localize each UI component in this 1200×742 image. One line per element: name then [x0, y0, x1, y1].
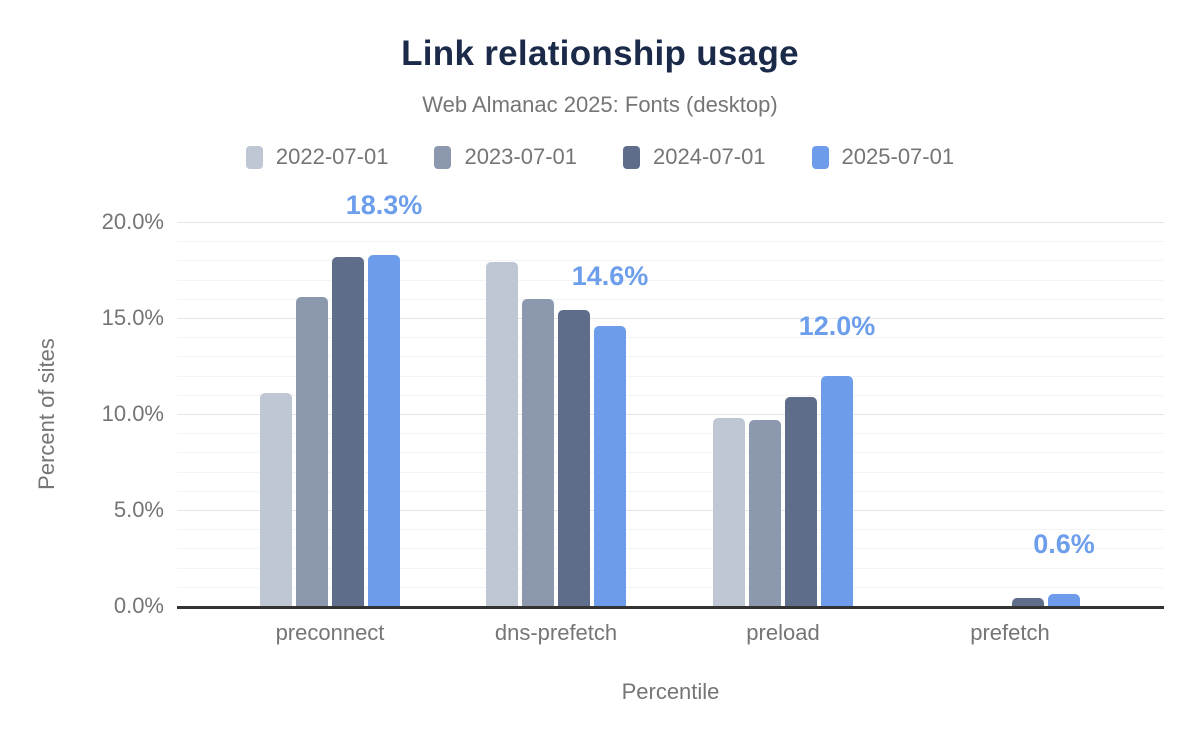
- legend-label: 2025-07-01: [841, 144, 955, 169]
- bar-group-prefetch: 0.6%: [940, 531, 1095, 606]
- gridline-minor: [177, 279, 1164, 281]
- y-tick-0.0%: 0.0%: [113, 593, 164, 618]
- gridline-minor: [177, 241, 1164, 243]
- x-category-label-preconnect: preconnect: [275, 620, 385, 645]
- x-category-label-preload: preload: [746, 620, 820, 645]
- bar-dns-prefetch-2024-07-01[interactable]: [558, 310, 590, 606]
- bar-preconnect-2022-07-01[interactable]: [260, 392, 292, 606]
- y-tick-5.0%: 5.0%: [113, 497, 164, 522]
- gridline-minor: [177, 452, 1164, 454]
- bar-preconnect-2024-07-01[interactable]: [332, 256, 364, 606]
- bar-dns-prefetch-2022-07-01[interactable]: [486, 262, 518, 606]
- bar-prefetch-2025-07-01[interactable]: [1048, 594, 1080, 606]
- gridline-minor: [177, 471, 1164, 473]
- legend: 2022-07-01 2023-07-01 2024-07-01 2025-07-01: [0, 144, 1200, 170]
- legend-swatch-2023-07-01: [434, 145, 452, 169]
- data-label-prefetch: 0.6%: [1033, 529, 1095, 560]
- legend-item-2023-07-01: 2023-07-01: [434, 144, 577, 170]
- x-axis-title: Percentile: [621, 679, 720, 704]
- gridline-minor: [177, 548, 1164, 550]
- bar-group-dns-prefetch: 14.6%: [486, 262, 648, 606]
- legend-label: 2023-07-01: [464, 144, 577, 169]
- bar-dns-prefetch-2025-07-01[interactable]: [594, 325, 626, 606]
- bar-group-preload: 12.0%: [713, 312, 875, 606]
- gridline-minor: [177, 567, 1164, 569]
- gridline-major: [177, 318, 1164, 319]
- gridline-minor: [177, 490, 1164, 492]
- bar-dns-prefetch-2023-07-01[interactable]: [522, 298, 554, 606]
- bar-preconnect-2023-07-01[interactable]: [296, 296, 328, 606]
- bar-prefetch-2024-07-01[interactable]: [1012, 598, 1044, 606]
- gridline-minor: [177, 337, 1164, 339]
- legend-label: 2024-07-01: [653, 144, 766, 169]
- gridline-minor: [177, 356, 1164, 358]
- bar-preconnect-2025-07-01[interactable]: [368, 254, 400, 606]
- gridline-minor: [177, 298, 1164, 300]
- legend-item-2024-07-01: 2024-07-01: [623, 144, 766, 170]
- legend-swatch-2025-07-01: [811, 145, 829, 169]
- gridline-major: [177, 510, 1164, 511]
- gridline-minor: [177, 260, 1164, 262]
- gridline-minor: [177, 586, 1164, 588]
- gridline-minor: [177, 375, 1164, 377]
- legend-swatch-2024-07-01: [623, 145, 640, 169]
- legend-item-2025-07-01: 2025-07-01: [811, 144, 955, 170]
- bar-preload-2025-07-01[interactable]: [821, 375, 853, 606]
- x-axis-line: [177, 606, 1164, 609]
- chart-title: Link relationship usage: [401, 34, 799, 73]
- y-tick-20.0%: 20.0%: [101, 209, 164, 234]
- legend-swatch-2022-07-01: [245, 145, 263, 169]
- x-category-label-dns-prefetch: dns-prefetch: [494, 620, 618, 645]
- gridline-major: [177, 414, 1164, 415]
- bar-preload-2022-07-01[interactable]: [713, 417, 745, 606]
- bar-preload-2024-07-01[interactable]: [785, 396, 817, 606]
- data-label-preconnect: 18.3%: [345, 189, 423, 220]
- plot-area: 18.3% 14.6% 12.0% 0.6%: [177, 191, 1164, 606]
- bar-group-preconnect: 18.3%: [260, 191, 422, 606]
- legend-item-2022-07-01: 2022-07-01: [245, 144, 389, 170]
- gridline-major: [177, 222, 1164, 223]
- gridline-minor: [177, 529, 1164, 531]
- bar-preload-2023-07-01[interactable]: [749, 419, 781, 606]
- legend-label: 2022-07-01: [275, 144, 389, 169]
- gridline-minor: [177, 433, 1164, 435]
- y-tick-15.0%: 15.0%: [101, 305, 164, 330]
- chart-subtitle: Web Almanac 2025: Fonts (desktop): [422, 92, 778, 117]
- gridline-minor: [177, 394, 1164, 396]
- data-label-preload: 12.0%: [798, 310, 876, 341]
- x-category-label-prefetch: prefetch: [970, 620, 1050, 645]
- data-label-dns-prefetch: 14.6%: [571, 260, 649, 291]
- y-tick-10.0%: 10.0%: [101, 401, 164, 426]
